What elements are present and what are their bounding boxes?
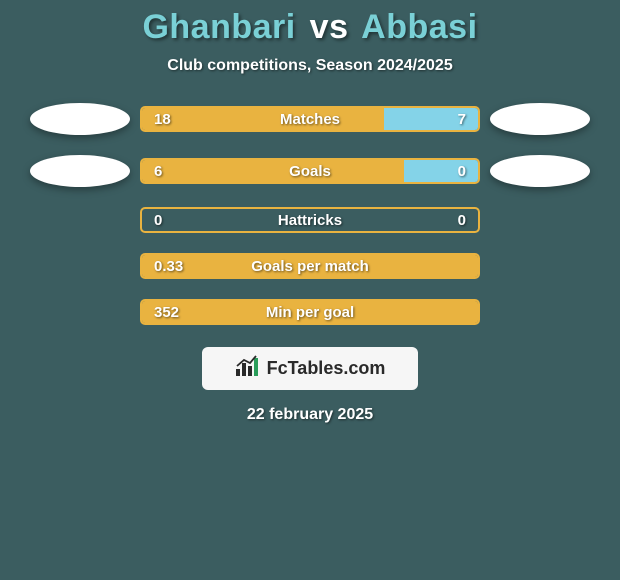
stat-value-player2: 7 xyxy=(458,108,466,130)
subtitle: Club competitions, Season 2024/2025 xyxy=(0,57,620,75)
stat-label: Goals per match xyxy=(142,255,478,277)
stats-rows: 18Matches76Goals00Hattricks00.33Goals pe… xyxy=(0,103,620,325)
stat-bar: 352Min per goal xyxy=(140,299,480,325)
comparison-card: Ghanbari vs Abbasi Club competitions, Se… xyxy=(0,0,620,580)
player2-name: Abbasi xyxy=(361,8,477,46)
stat-row: 18Matches7 xyxy=(20,103,600,135)
chart-bars-icon xyxy=(235,355,261,382)
page-title: Ghanbari vs Abbasi xyxy=(0,8,620,47)
avatar-slot-right xyxy=(480,155,600,187)
stat-value-player2: 0 xyxy=(458,209,466,231)
date-text: 22 february 2025 xyxy=(0,406,620,424)
player2-avatar xyxy=(490,155,590,187)
stat-bar: 0.33Goals per match xyxy=(140,253,480,279)
stat-bar: 0Hattricks0 xyxy=(140,207,480,233)
stat-bar: 6Goals0 xyxy=(140,158,480,184)
logo-text: FcTables.com xyxy=(267,358,386,379)
avatar-slot-left xyxy=(20,103,140,135)
stat-label: Goals xyxy=(142,160,478,182)
stat-value-player2: 0 xyxy=(458,160,466,182)
stat-row: 0.33Goals per match xyxy=(20,253,600,279)
logo-box[interactable]: FcTables.com xyxy=(202,347,418,390)
avatar-slot-left xyxy=(20,155,140,187)
player1-avatar xyxy=(30,155,130,187)
player2-avatar xyxy=(490,103,590,135)
stat-label: Min per goal xyxy=(142,301,478,323)
vs-word: vs xyxy=(310,8,349,46)
stat-label: Matches xyxy=(142,108,478,130)
stat-row: 0Hattricks0 xyxy=(20,207,600,233)
stat-row: 352Min per goal xyxy=(20,299,600,325)
player1-avatar xyxy=(30,103,130,135)
stat-bar: 18Matches7 xyxy=(140,106,480,132)
stat-label: Hattricks xyxy=(142,209,478,231)
player1-name: Ghanbari xyxy=(142,8,295,46)
stat-row: 6Goals0 xyxy=(20,155,600,187)
avatar-slot-right xyxy=(480,103,600,135)
